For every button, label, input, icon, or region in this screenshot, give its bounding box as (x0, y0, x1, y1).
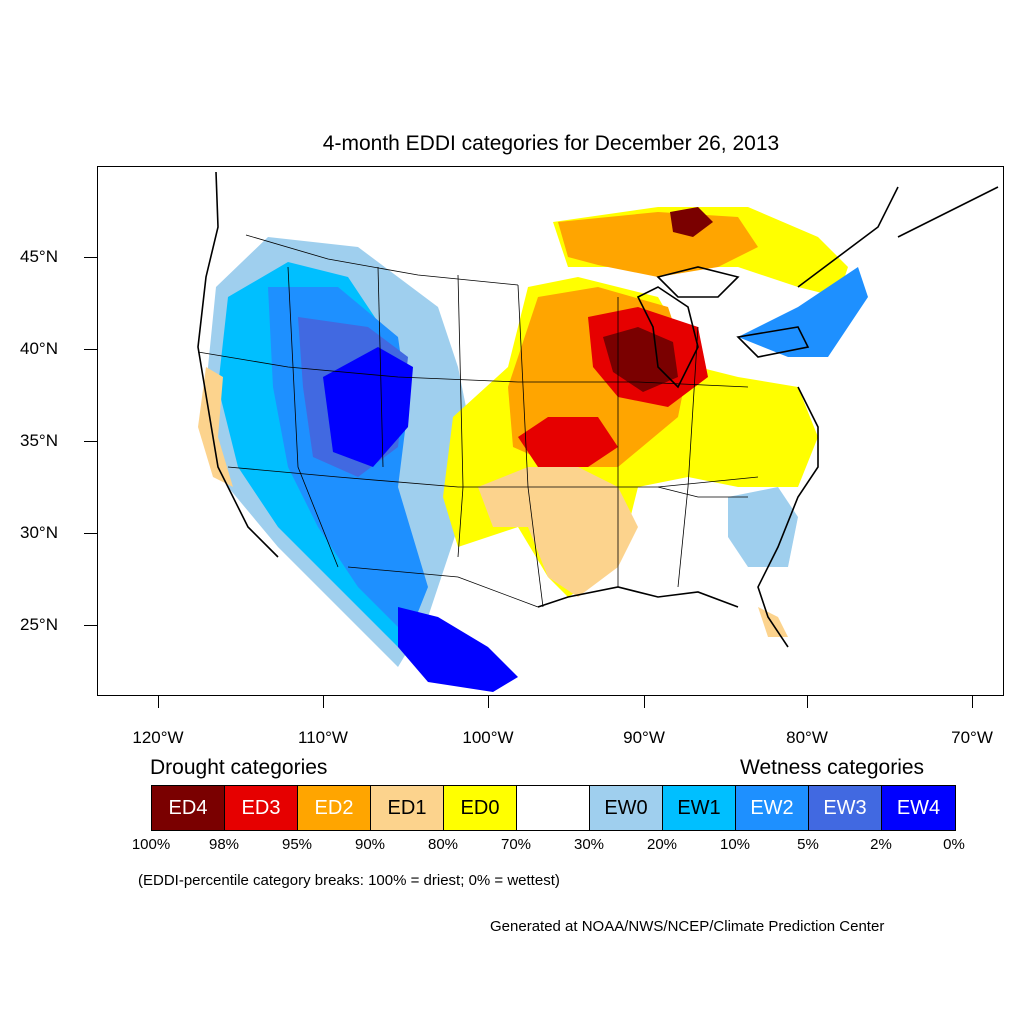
lat-label-30: 30°N (20, 523, 58, 542)
percent-break-label: 98% (208, 836, 240, 853)
lon-tick (158, 696, 159, 708)
plains-ed1-region (478, 467, 638, 597)
category-note: (EDDI-percentile category breaks: 100% =… (138, 872, 560, 889)
legend-box-ed3: ED3 (225, 786, 298, 830)
legend-box-ew4: EW4 (882, 786, 955, 830)
lat-tick (84, 257, 97, 258)
lat-tick (84, 349, 97, 350)
percent-break-label: 80% (427, 836, 459, 853)
percent-break-label: 10% (719, 836, 751, 853)
lon-label-80w: 80°W (786, 728, 828, 747)
texas-ew4-region (398, 607, 518, 692)
lon-label-70w: 70°W (951, 728, 993, 747)
lon-tick (488, 696, 489, 708)
percent-break-label: 0% (943, 836, 965, 853)
lat-tick (84, 625, 97, 626)
lat-tick (84, 441, 97, 442)
lat-label-40: 40°N (20, 339, 58, 358)
percent-break-label: 2% (870, 836, 892, 853)
percent-break-label: 95% (281, 836, 313, 853)
drought-categories-heading: Drought categories (150, 756, 328, 779)
state-boundaries (197, 234, 759, 608)
percent-break-label: 20% (646, 836, 678, 853)
legend-box-ed4: ED4 (152, 786, 225, 830)
canada-ed2-region (558, 212, 758, 277)
eddi-map (97, 166, 1004, 696)
midwest-ed3-region (518, 417, 618, 467)
lat-label-25: 25°N (20, 615, 58, 634)
legend-box-ed2: ED2 (298, 786, 371, 830)
lon-tick (644, 696, 645, 708)
legend-box-ew3: EW3 (809, 786, 882, 830)
eddi-map-svg (197, 171, 999, 692)
lat-label-35: 35°N (20, 431, 58, 450)
percent-break-label: 70% (500, 836, 532, 853)
canada-ed4-region (670, 207, 713, 237)
east-ew2-region (738, 267, 868, 357)
credit-line: Generated at NOAA/NWS/NCEP/Climate Predi… (490, 918, 885, 935)
percent-break-label: 100% (131, 836, 171, 853)
wetness-categories-heading: Wetness categories (740, 756, 925, 779)
legend-box-ed0: ED0 (444, 786, 517, 830)
legend-box-ed1: ED1 (371, 786, 444, 830)
lat-label-45: 45°N (20, 247, 58, 266)
lon-label-90w: 90°W (623, 728, 665, 747)
legend-box-ew0: EW0 (590, 786, 663, 830)
west-ew4-region (323, 347, 413, 467)
percent-break-label: 90% (354, 836, 386, 853)
coastlines (197, 171, 999, 648)
michigan-ed4-region (603, 327, 678, 392)
legend-box-ew2: EW2 (736, 786, 809, 830)
percent-break-label: 5% (797, 836, 819, 853)
legend-box-neutral (517, 786, 590, 830)
legend-box-ew1: EW1 (663, 786, 736, 830)
percent-break-label: 30% (573, 836, 605, 853)
lon-label-120w: 120°W (132, 728, 184, 747)
east-ew1-region (728, 487, 798, 567)
lon-label-100w: 100°W (462, 728, 514, 747)
florida-ed1-region (758, 607, 788, 637)
lon-tick (807, 696, 808, 708)
category-legend: ED4 ED3 ED2 ED1 ED0 EW0 EW1 EW2 EW3 EW4 (151, 785, 956, 831)
lon-label-110w: 110°W (298, 728, 348, 747)
map-title: 4-month EDDI categories for December 26,… (322, 132, 780, 155)
lon-tick (323, 696, 324, 708)
lon-tick (972, 696, 973, 708)
lat-tick (84, 533, 97, 534)
